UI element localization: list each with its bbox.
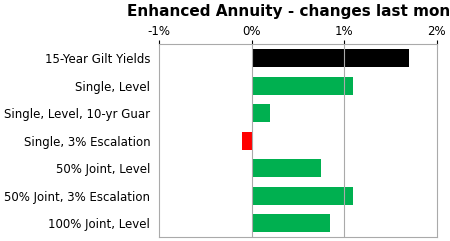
Bar bbox=[252, 187, 353, 205]
Bar bbox=[252, 159, 321, 177]
Bar bbox=[252, 49, 409, 67]
Bar bbox=[252, 214, 330, 232]
Bar bbox=[252, 104, 270, 122]
Bar bbox=[243, 132, 252, 150]
Title: Enhanced Annuity - changes last month: Enhanced Annuity - changes last month bbox=[127, 4, 450, 19]
Bar bbox=[252, 77, 353, 95]
